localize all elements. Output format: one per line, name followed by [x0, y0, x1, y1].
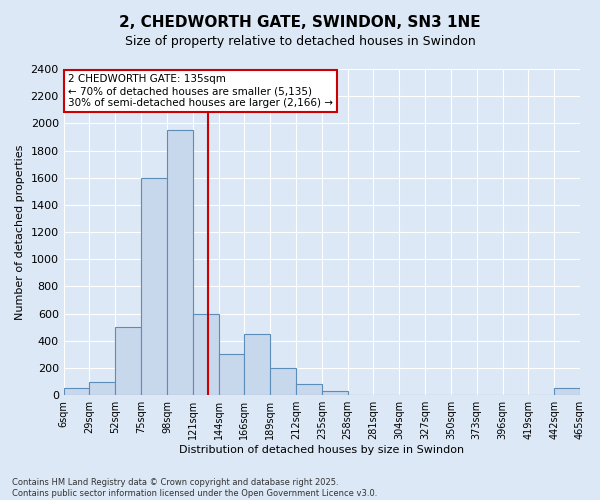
Text: Size of property relative to detached houses in Swindon: Size of property relative to detached ho… [125, 35, 475, 48]
Y-axis label: Number of detached properties: Number of detached properties [15, 144, 25, 320]
Text: 2, CHEDWORTH GATE, SWINDON, SN3 1NE: 2, CHEDWORTH GATE, SWINDON, SN3 1NE [119, 15, 481, 30]
Bar [554, 388, 580, 395]
Bar [115, 327, 141, 395]
X-axis label: Distribution of detached houses by size in Swindon: Distribution of detached houses by size … [179, 445, 464, 455]
Bar [322, 391, 347, 395]
Bar [167, 130, 193, 395]
Text: 2 CHEDWORTH GATE: 135sqm
← 70% of detached houses are smaller (5,135)
30% of sem: 2 CHEDWORTH GATE: 135sqm ← 70% of detach… [68, 74, 333, 108]
Bar [89, 382, 115, 395]
Bar [244, 334, 270, 395]
Bar [296, 384, 322, 395]
Bar [64, 388, 89, 395]
Bar [141, 178, 167, 395]
Bar [193, 314, 218, 395]
Bar [218, 354, 244, 395]
Bar [270, 368, 296, 395]
Text: Contains HM Land Registry data © Crown copyright and database right 2025.
Contai: Contains HM Land Registry data © Crown c… [12, 478, 377, 498]
